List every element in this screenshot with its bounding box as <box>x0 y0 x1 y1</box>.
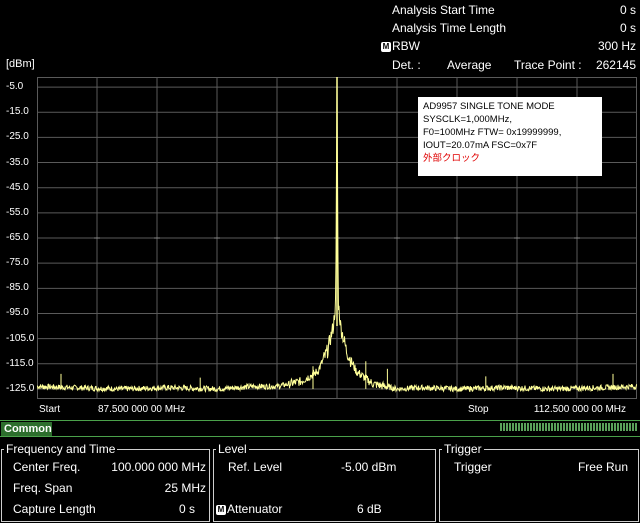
ref-level-label: Ref. Level <box>228 460 283 474</box>
capture-length-label: Capture Length <box>13 502 96 516</box>
level-panel[interactable]: Level Ref. Level -5.00 dBm M Attenuator 6… <box>213 442 436 522</box>
y-tick-label: -55.0 <box>6 206 29 218</box>
level-title: Level <box>216 442 249 456</box>
stop-frequency: 112.500 000 00 MHz <box>533 404 626 415</box>
center-freq-value[interactable]: 100.000 000 MHz <box>111 460 206 474</box>
center-freq-label: Center Freq. <box>13 460 81 474</box>
y-tick-label: -115.0 <box>6 357 34 369</box>
y-tick-label: -35.0 <box>6 156 29 168</box>
y-tick-label: -25.0 <box>6 131 29 143</box>
det-value: Average <box>447 58 492 72</box>
trace-point-value: 262145 <box>595 58 636 72</box>
trigger-title: Trigger <box>442 442 484 456</box>
trigger-label: Trigger <box>454 460 492 474</box>
analysis-time-length-label: Analysis Time Length <box>392 21 507 35</box>
analysis-start-time-value: 0 s <box>619 3 636 17</box>
y-tick-label: -5.0 <box>6 81 24 93</box>
manual-marker-icon: M <box>381 42 391 52</box>
annotation-line-1: AD9957 SINGLE TONE MODE <box>423 101 555 112</box>
y-tick-label: -125.0 <box>6 382 35 394</box>
attenuator-label: Attenuator <box>227 502 283 516</box>
start-frequency: 87.500 000 00 MHz <box>98 404 186 415</box>
attenuator-label-group: M Attenuator <box>216 502 282 516</box>
ref-level-value[interactable]: -5.00 dBm <box>341 460 397 474</box>
y-tick-label: -105.0 <box>6 332 35 344</box>
annotation-line-3: F0=100MHz FTW= 0x19999999, <box>423 127 562 138</box>
annotation-box: AD9957 SINGLE TONE MODE SYSCLK=1,000MHz,… <box>418 97 602 176</box>
analysis-start-time-label: Analysis Start Time <box>392 3 495 17</box>
rbw-label: RBW <box>392 39 420 53</box>
y-tick-label: -65.0 <box>6 232 29 243</box>
det-label: Det. : <box>392 58 421 72</box>
annotation-line-5: 外部クロック <box>423 153 481 164</box>
frequency-time-panel[interactable]: Frequency and Time Center Freq. 100.000 … <box>1 442 210 522</box>
stop-label: Stop <box>468 404 489 415</box>
tab-common[interactable]: Common <box>1 422 52 436</box>
analysis-time-length-value: 0 s <box>619 21 636 35</box>
y-tick-label: -75.0 <box>6 257 29 269</box>
common-tab-bar <box>0 420 640 437</box>
y-tick-label: -15.0 <box>6 106 29 118</box>
attenuator-value[interactable]: 6 dB <box>357 502 382 516</box>
trigger-value[interactable]: Free Run <box>577 460 628 474</box>
frequency-time-title: Frequency and Time <box>4 442 118 456</box>
measurement-progress-bar <box>500 423 637 431</box>
start-label: Start <box>39 404 61 415</box>
trace-point-label: Trace Point : <box>514 58 582 72</box>
freq-span-label: Freq. Span <box>13 481 73 495</box>
y-unit-label: [dBm] <box>6 58 35 70</box>
trigger-panel[interactable]: Trigger Trigger Free Run <box>439 442 639 522</box>
manual-marker-icon: M <box>216 505 226 515</box>
rbw-value: 300 Hz <box>597 39 636 53</box>
spectrum-trace <box>37 77 637 394</box>
annotation-line-2: SYSCLK=1,000MHz, <box>423 114 512 125</box>
y-tick-label: -85.0 <box>6 282 29 294</box>
y-tick-label: -95.0 <box>6 307 29 319</box>
capture-length-value[interactable]: 0 s <box>178 502 195 516</box>
annotation-line-4: IOUT=20.07mA FSC=0x7F <box>423 140 538 151</box>
freq-span-value[interactable]: 25 MHz <box>164 481 206 495</box>
rbw-label-group[interactable]: M RBW <box>381 39 420 53</box>
y-tick-label: -45.0 <box>6 181 29 193</box>
